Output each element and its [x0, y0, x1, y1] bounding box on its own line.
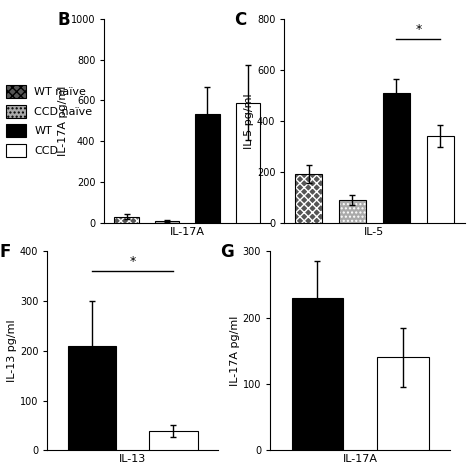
Text: F: F: [0, 243, 11, 261]
Bar: [68, 346, 117, 450]
Bar: [155, 221, 179, 223]
Text: *: *: [415, 23, 421, 36]
Bar: [114, 217, 139, 223]
Bar: [377, 357, 429, 450]
Y-axis label: IL-17A pg/ml: IL-17A pg/ml: [230, 316, 240, 386]
Bar: [295, 174, 322, 223]
Bar: [195, 114, 219, 223]
Bar: [339, 200, 365, 223]
X-axis label: IL-13: IL-13: [119, 455, 146, 465]
Text: *: *: [129, 255, 136, 268]
Legend: WT naïve, CCD naïve, WT, CCD: WT naïve, CCD naïve, WT, CCD: [6, 85, 92, 156]
X-axis label: IL-5: IL-5: [365, 227, 384, 237]
Bar: [149, 431, 198, 450]
Y-axis label: IL-17A pg/ml: IL-17A pg/ml: [58, 86, 68, 156]
Text: C: C: [234, 11, 246, 29]
Bar: [236, 102, 260, 223]
Text: B: B: [58, 11, 71, 29]
Text: G: G: [220, 243, 234, 261]
Y-axis label: IL-13 pg/ml: IL-13 pg/ml: [7, 319, 17, 382]
X-axis label: IL-17A: IL-17A: [343, 455, 378, 465]
Bar: [427, 136, 454, 223]
Y-axis label: IL-5 pg/ml: IL-5 pg/ml: [244, 93, 254, 149]
Bar: [383, 93, 410, 223]
Bar: [155, 221, 179, 223]
Bar: [114, 217, 139, 223]
X-axis label: IL-17A: IL-17A: [170, 227, 205, 237]
Bar: [292, 298, 343, 450]
Bar: [295, 174, 322, 223]
Bar: [339, 200, 365, 223]
